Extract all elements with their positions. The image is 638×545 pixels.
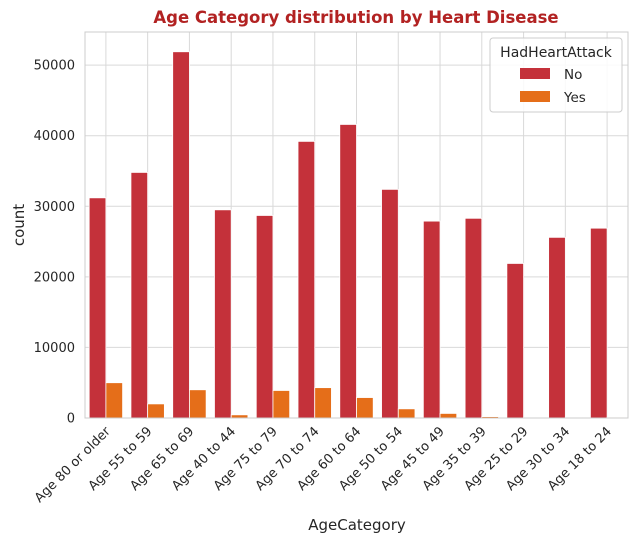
chart-title: Age Category distribution by Heart Disea… [153,8,558,27]
bar-no-7 [381,188,399,419]
y-tick-labels: 0 10000 20000 30000 40000 50000 [34,59,75,427]
y-tick-label: 20000 [34,270,75,285]
bars [88,51,625,419]
bar-yes-6 [356,397,374,419]
bar-no-5 [297,140,316,419]
bar-no-1 [130,172,149,419]
legend-swatch-no [520,68,550,79]
bar-yes-5 [314,387,332,419]
bar-yes-0 [105,382,123,419]
bar-no-11 [548,236,566,419]
legend-label-no: No [564,67,582,83]
plot-frame [84,31,629,419]
x-axis-label: AgeCategory [308,516,406,534]
legend: HadHeartAttack No Yes [489,37,623,113]
bar-no-3 [214,209,232,419]
bar-yes-2 [189,389,207,419]
bar-no-10 [506,263,524,419]
bar-yes-4 [272,390,291,419]
bar-no-12 [590,227,608,419]
bar-no-0 [88,197,107,419]
legend-label-yes: Yes [563,90,586,106]
bar-no-8 [422,220,441,419]
bar-no-6 [339,124,357,419]
legend-title: HadHeartAttack [500,45,613,61]
bar-yes-1 [147,403,165,419]
y-tick-label: 30000 [34,200,75,215]
y-tick-label: 0 [67,412,75,427]
bar-no-4 [255,215,274,419]
bar-yes-7 [397,408,416,419]
y-tick-label: 50000 [34,59,75,74]
bar-no-9 [464,217,483,419]
legend-swatch-yes [520,91,550,102]
y-axis-label: count [10,204,28,246]
y-tick-label: 40000 [34,129,75,144]
bar-yes-8 [439,413,458,419]
bar-no-2 [172,51,190,419]
y-tick-label: 10000 [34,341,75,356]
